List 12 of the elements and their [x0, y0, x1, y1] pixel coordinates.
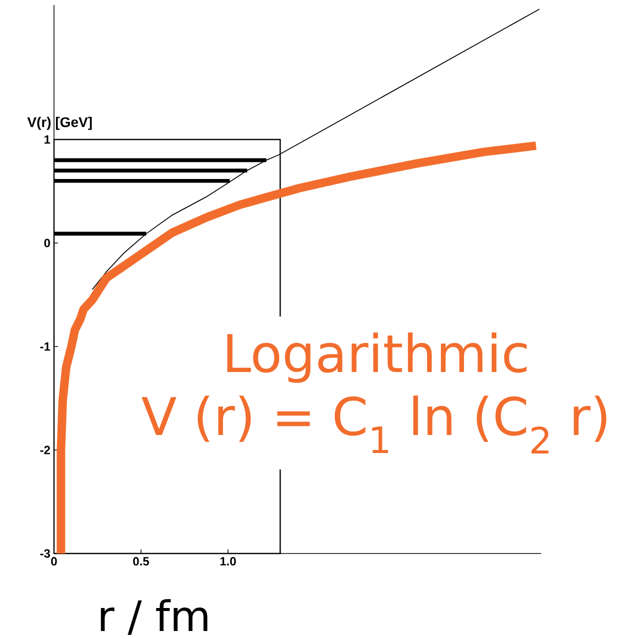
x-tick-label: 0.5	[133, 557, 150, 566]
y-tick-label: 1	[44, 135, 50, 144]
text: Logarithmic	[227, 332, 527, 383]
y-axis-title: V(r) [GeV]	[27, 116, 92, 130]
x-tick-label: 0	[51, 557, 57, 566]
y-tick-label: -1	[40, 342, 50, 351]
annotation: V (r) = C$_{1}$ ln (C$_{2}$ r)	[142, 396, 606, 454]
x-tick-label: 1.0	[220, 557, 236, 566]
y-tick-label: 0	[44, 238, 50, 248]
y-tick-label: -3	[40, 549, 50, 558]
x-axis-title: r / fm	[100, 599, 208, 635]
y-tick-label: -2	[40, 446, 50, 454]
